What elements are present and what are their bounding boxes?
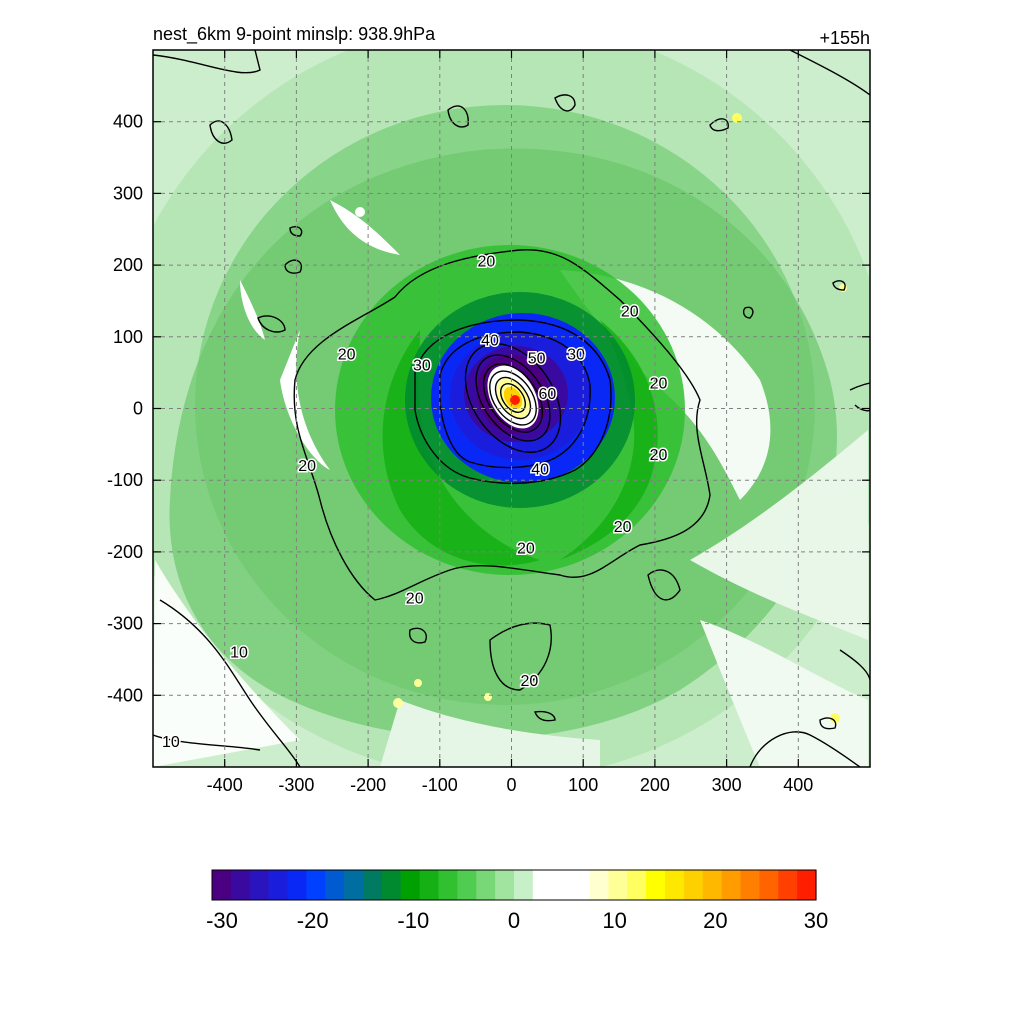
- colorbar-swatch: [759, 870, 779, 900]
- contour-label: 20: [521, 673, 539, 690]
- x-tick-label: 0: [506, 775, 516, 795]
- y-tick-label: 300: [113, 183, 143, 203]
- contour-label: 20: [298, 458, 316, 475]
- contour-labels: 20 20 20 20 20 20 20 20 20 20 10 10 30 40 50 30 60 40: [161, 252, 669, 752]
- colorbar-swatch: [495, 870, 515, 900]
- y-tick-label: -300: [107, 614, 143, 634]
- x-axis: -400 -300 -200 -100 0 100 200 300 400: [207, 50, 813, 795]
- colorbar-swatch: [287, 870, 307, 900]
- colorbar-swatch: [608, 870, 628, 900]
- contour-label: 20: [650, 447, 668, 464]
- colorbar-swatch: [589, 870, 609, 900]
- colorbar-swatch: [476, 870, 496, 900]
- x-tick-label: -300: [278, 775, 314, 795]
- colorbar-tick-label: -30: [206, 908, 238, 933]
- colorbar-swatch: [551, 870, 572, 900]
- colorbar-frame: [211, 869, 817, 901]
- chart-title: nest_6km 9-point minslp: 938.9hPa: [153, 24, 436, 45]
- colorbar-swatch: [721, 870, 742, 900]
- y-tick-label: -100: [107, 470, 143, 490]
- colorbar-swatch: [702, 870, 723, 900]
- colorbar-swatch: [740, 870, 760, 900]
- colorbar-swatch: [381, 870, 402, 900]
- time-label: +155h: [819, 28, 870, 48]
- x-tick-label: -100: [422, 775, 458, 795]
- colorbar-swatch: [683, 870, 704, 900]
- x-tick-label: 400: [783, 775, 813, 795]
- x-tick-label: 100: [568, 775, 598, 795]
- colorbar-swatch: [570, 870, 591, 900]
- colorbar-swatch: [438, 870, 458, 900]
- colorbar-tick-label: 30: [804, 908, 828, 933]
- colorbar-swatch: [325, 870, 345, 900]
- contour-label: 30: [567, 347, 585, 364]
- colorbar-swatch: [797, 870, 817, 900]
- colorbar-swatch: [419, 870, 440, 900]
- y-tick-label: 100: [113, 327, 143, 347]
- contour-label: 20: [338, 347, 356, 364]
- colorbar-swatch: [400, 870, 421, 900]
- colorbar-swatch: [514, 870, 534, 900]
- contour-label: 40: [481, 332, 499, 349]
- y-tick-label: 0: [133, 399, 143, 419]
- contour-label: 40: [531, 461, 549, 478]
- colorbar-swatch: [212, 870, 232, 900]
- colorbar-swatch: [268, 870, 289, 900]
- colorbar-tick-label: 0: [508, 908, 520, 933]
- colorbar-swatch: [665, 870, 685, 900]
- colorbar-swatch: [646, 870, 666, 900]
- colorbar-swatch: [249, 870, 270, 900]
- colorbar-swatch: [363, 870, 383, 900]
- y-tick-label: 200: [113, 255, 143, 275]
- colorbar-tick-label: 20: [703, 908, 727, 933]
- contour-label: 10: [230, 644, 248, 661]
- contour-label: 10: [162, 734, 180, 751]
- x-tick-label: -400: [207, 775, 243, 795]
- x-tick-label: 200: [640, 775, 670, 795]
- contour-label: 20: [650, 375, 668, 392]
- y-tick-label: -400: [107, 685, 143, 705]
- contour-label: 20: [517, 540, 535, 557]
- contour-label: 20: [478, 254, 496, 271]
- colorbar-tick-label: -20: [297, 908, 329, 933]
- contour-label: 50: [528, 350, 546, 367]
- colorbar-tick-label: -10: [397, 908, 429, 933]
- contour-label: 30: [413, 357, 431, 374]
- contour-label: 20: [621, 304, 639, 321]
- colorbar: -30 -20 -10 0 10 20 30: [206, 869, 828, 933]
- contour-label: 20: [614, 519, 632, 536]
- colorbar-tick-label: 10: [602, 908, 626, 933]
- contour-lines: [153, 50, 870, 767]
- contour-label: 20: [406, 591, 424, 608]
- contour-label: 60: [538, 386, 556, 403]
- colorbar-swatch: [778, 870, 798, 900]
- y-tick-label: 400: [113, 112, 143, 132]
- y-axis: 400 300 200 100 0 -100 -200 -300 -400: [107, 112, 870, 705]
- x-tick-label: -200: [350, 775, 386, 795]
- colorbar-swatch: [230, 870, 251, 900]
- colorbar-swatch: [532, 870, 553, 900]
- colorbar-swatch: [344, 870, 364, 900]
- colorbar-swatch: [627, 870, 647, 900]
- colorbar-swatch: [457, 870, 477, 900]
- colorbar-swatch: [306, 870, 326, 900]
- y-tick-label: -200: [107, 542, 143, 562]
- x-tick-label: 300: [712, 775, 742, 795]
